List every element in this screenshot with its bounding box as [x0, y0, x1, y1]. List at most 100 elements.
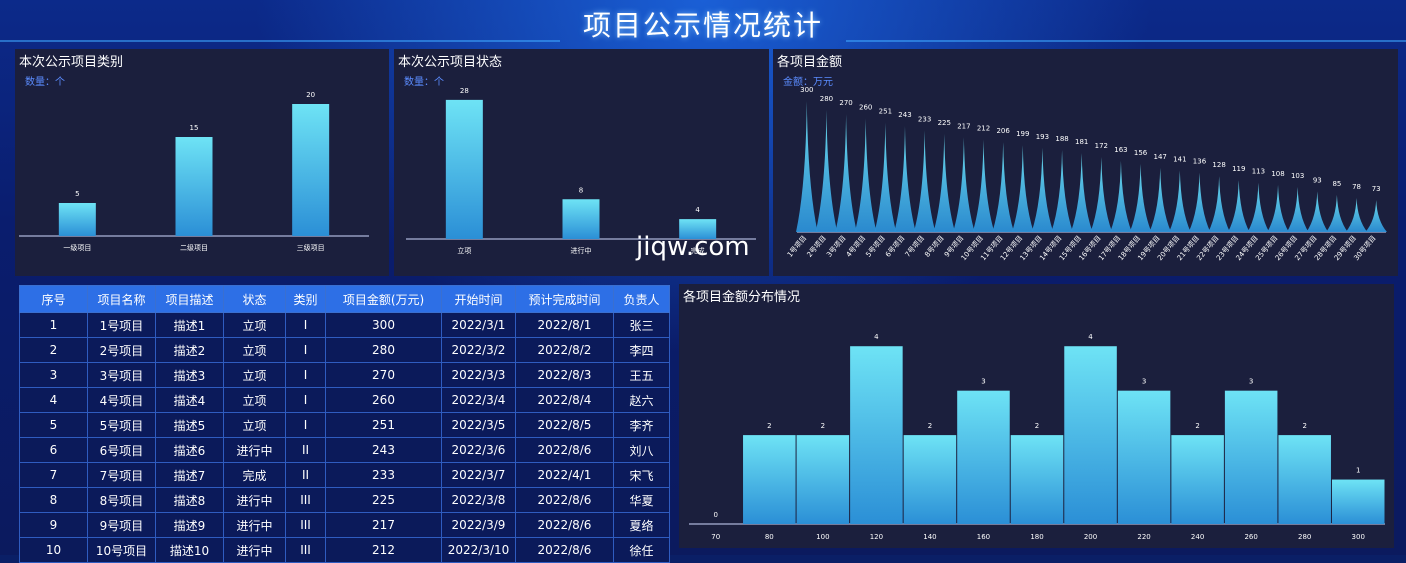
table-cell: 1号项目 — [87, 312, 156, 338]
histogram-value-label: 2 — [1302, 422, 1306, 430]
histogram-bar — [957, 390, 1010, 524]
table-cell: 2022/8/5 — [515, 412, 614, 438]
amount-spike-chart: 300 1号项目 280 2号项目 270 3号项目 260 4号项目 251 5号项目 243 6号… — [786, 86, 1387, 262]
spike-mark — [1011, 145, 1034, 232]
table-cell: 8 — [19, 487, 88, 513]
x-tick-label: 240 — [1191, 533, 1204, 541]
table-cell: III — [285, 537, 326, 563]
table-header-cell: 负责人 — [613, 285, 670, 313]
spike-mark — [1090, 156, 1113, 232]
table-row: 7 7号项目 描述7 完成 II 233 2022/3/7 2022/4/1 宋飞 — [19, 462, 670, 488]
table-cell: 10号项目 — [87, 537, 156, 563]
histogram-bar — [1224, 390, 1278, 524]
table-header-cell: 预计完成时间 — [515, 285, 614, 313]
spike-mark — [1227, 180, 1250, 232]
table-cell: 立项 — [223, 362, 286, 388]
spike-mark — [992, 142, 1014, 232]
spike-mark — [972, 139, 995, 232]
x-tick-label: 200 — [1084, 533, 1097, 541]
table-cell: 212 — [325, 537, 442, 563]
bar — [562, 199, 600, 239]
x-tick-label: 完成 — [691, 246, 705, 255]
table-cell: 徐任 — [613, 537, 670, 563]
spike-value-label: 300 — [800, 86, 813, 94]
x-tick-label: 三级项目 — [297, 243, 325, 252]
table-cell: 300 — [325, 312, 442, 338]
spike-value-label: 93 — [1313, 176, 1322, 184]
spike-mark — [1051, 149, 1073, 232]
table-row: 2 2号项目 描述2 立项 I 280 2022/3/2 2022/8/2 李四 — [19, 337, 670, 363]
spike-mark — [1326, 194, 1348, 232]
x-tick-label: 160 — [977, 533, 990, 541]
table-cell: 2022/3/6 — [441, 437, 516, 463]
spike-value-label: 217 — [957, 122, 970, 130]
spike-value-label: 260 — [859, 104, 872, 112]
table-cell: 2022/8/3 — [515, 362, 614, 388]
table-cell: 2022/4/1 — [515, 462, 614, 488]
x-tick-label: 8号项目 — [923, 234, 945, 259]
spike-value-label: 108 — [1271, 170, 1284, 178]
spike-value-label: 181 — [1075, 138, 1088, 146]
table-cell: 270 — [325, 362, 442, 388]
spike-mark — [1070, 153, 1093, 232]
table-cell: 2022/3/3 — [441, 362, 516, 388]
table-cell: 233 — [325, 462, 442, 488]
table-cell: 完成 — [223, 462, 286, 488]
histogram-value-label: 3 — [981, 378, 985, 386]
table-cell: 立项 — [223, 387, 286, 413]
spike-mark — [1149, 167, 1172, 232]
amount-chart-unit: 金额：万元 — [783, 77, 833, 88]
histogram-bar — [1331, 479, 1385, 524]
table-cell: 2022/3/8 — [441, 487, 516, 513]
bar-value-label: 15 — [190, 124, 199, 132]
table-cell: 7 — [19, 462, 88, 488]
header-decoration-left — [0, 0, 560, 42]
table-header-cell: 项目描述 — [155, 285, 224, 313]
table-cell: 进行中 — [223, 437, 286, 463]
table-cell: 描述3 — [155, 362, 224, 388]
x-tick-label: 1号项目 — [786, 234, 808, 259]
histogram-value-label: 4 — [1088, 333, 1093, 341]
table-cell: 280 — [325, 337, 442, 363]
histogram-value-label: 3 — [1249, 378, 1253, 386]
spike-mark — [1169, 170, 1191, 232]
bar — [679, 219, 717, 239]
spike-mark — [1188, 172, 1211, 232]
table-cell: 3 — [19, 362, 88, 388]
watermark: jiqw.com — [636, 232, 750, 262]
header-decoration-right — [846, 0, 1406, 42]
spike-mark — [1345, 197, 1368, 232]
table-cell: 李四 — [613, 337, 670, 363]
table-cell: 立项 — [223, 412, 286, 438]
table-cell: 8号项目 — [87, 487, 156, 513]
spike-mark — [933, 133, 956, 232]
distribution-chart-title: 各项目金额分布情况 — [683, 290, 801, 305]
status-chart-title: 本次公示项目状态 — [398, 55, 503, 70]
spike-mark — [1031, 147, 1054, 232]
spike-value-label: 136 — [1193, 158, 1207, 166]
category-chart-unit: 数量：个 — [25, 77, 65, 88]
x-tick-label: 120 — [870, 533, 883, 541]
table-cell: 2022/8/2 — [515, 337, 614, 363]
spike-value-label: 225 — [938, 119, 951, 127]
bar-value-label: 8 — [579, 186, 583, 194]
table-cell: 9号项目 — [87, 512, 156, 538]
x-tick-label: 100 — [816, 533, 829, 541]
spike-mark — [1306, 191, 1329, 232]
table-cell: 描述7 — [155, 462, 224, 488]
table-cell: 张三 — [613, 312, 670, 338]
spike-value-label: 73 — [1372, 185, 1381, 193]
table-cell: 2022/8/6 — [515, 512, 614, 538]
spike-mark — [1110, 160, 1132, 232]
table-row: 6 6号项目 描述6 进行中 II 243 2022/3/6 2022/8/6 刘八 — [19, 437, 670, 463]
x-tick-label: 6号项目 — [884, 234, 906, 259]
spike-mark — [1286, 187, 1309, 232]
x-tick-label: 300 — [1352, 533, 1365, 541]
table-cell: 描述8 — [155, 487, 224, 513]
spike-value-label: 212 — [977, 124, 990, 132]
spike-value-label: 206 — [996, 127, 1010, 135]
spike-mark — [1365, 200, 1387, 232]
table-cell: 4 — [19, 387, 88, 413]
table-cell: 2号项目 — [87, 337, 156, 363]
table-cell: 6号项目 — [87, 437, 156, 463]
